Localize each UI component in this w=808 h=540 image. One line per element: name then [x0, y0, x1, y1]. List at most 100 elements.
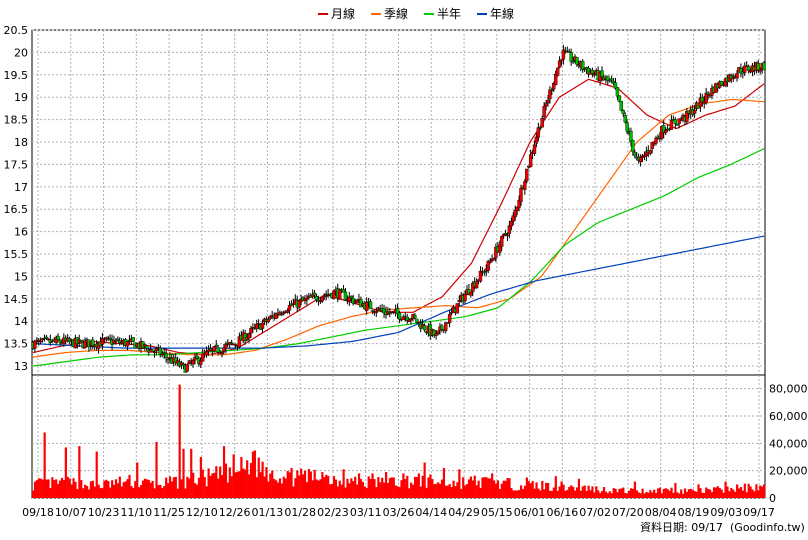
volume-bar-215: [446, 485, 449, 498]
candle-body-253: [519, 187, 523, 202]
x-tick-15: 06/01: [514, 506, 546, 519]
volume-bar-309: [628, 490, 631, 498]
volume-bar-94: [213, 472, 216, 498]
volume-bar-189: [396, 486, 399, 498]
volume-bar-302: [614, 488, 617, 498]
candle-body-156: [332, 290, 336, 299]
volume-bar-260: [533, 488, 536, 498]
candle-body-178: [374, 311, 379, 314]
volume-bar-117: [257, 457, 260, 498]
x-tick-1: 10/07: [55, 506, 87, 519]
candle-body-274: [559, 59, 564, 62]
volume-bar-216: [448, 484, 451, 498]
volume-bar-234: [483, 477, 486, 498]
candle-body-246: [505, 234, 510, 237]
volume-bar-287: [585, 491, 588, 498]
volume-bar-119: [261, 461, 264, 498]
candle-body-226: [467, 289, 471, 295]
volume-bar-4: [39, 478, 42, 498]
candle-body-199: [415, 318, 419, 323]
volume-bar-133: [288, 472, 291, 498]
candle-body-176: [370, 310, 375, 312]
volume-bar-26: [82, 488, 85, 498]
volume-bar-370: [745, 492, 748, 498]
volume-bar-31: [91, 480, 94, 498]
candle-body-285: [581, 61, 585, 70]
volume-bar-225: [465, 484, 469, 498]
volume-bar-238: [491, 473, 494, 498]
volume-bar-40: [109, 487, 112, 498]
candle-body-43: [114, 340, 118, 343]
x-tick-2: 10/23: [88, 506, 120, 519]
volume-bar-55: [138, 487, 141, 498]
volume-bar-118: [259, 472, 262, 498]
volume-bar-316: [641, 488, 644, 498]
price-tick-14: 20: [14, 46, 28, 59]
volume-bar-207: [431, 479, 434, 498]
candle-body-268: [548, 89, 552, 100]
volume-bar-177: [373, 479, 376, 498]
volume-bar-90: [205, 486, 208, 498]
candle-body-323: [654, 137, 658, 144]
volume-bar-360: [726, 486, 729, 498]
volume-bar-353: [712, 487, 716, 498]
candle-body-13: [56, 335, 60, 340]
candle-body-334: [675, 124, 679, 126]
volume-bar-176: [371, 473, 374, 498]
candle-body-279: [569, 52, 573, 62]
volume-bar-267: [546, 482, 550, 498]
volume-bar-106: [236, 471, 239, 498]
volume-bar-301: [612, 488, 615, 498]
volume-bar-122: [267, 481, 270, 498]
price-tick-0: 13: [14, 360, 28, 373]
price-tick-8: 17: [14, 181, 28, 194]
volume-bar-202: [421, 475, 424, 498]
volume-bar-6: [43, 432, 46, 498]
volume-bar-280: [572, 486, 575, 498]
volume-bar-317: [643, 493, 646, 498]
volume-bar-8: [47, 479, 50, 498]
volume-bar-35: [99, 487, 102, 498]
volume-bar-233: [481, 477, 484, 498]
volume-bar-357: [720, 489, 723, 498]
volume-bar-305: [620, 488, 623, 498]
volume-bar-43: [114, 479, 118, 498]
volume-bar-153: [327, 475, 330, 498]
volume-bar-120: [263, 476, 266, 498]
candle-body-248: [509, 221, 514, 227]
volume-bar-255: [523, 485, 527, 498]
volume-bar-335: [678, 493, 681, 498]
candle-body-266: [544, 103, 548, 107]
volume-bar-337: [682, 493, 685, 498]
volume-bar-166: [352, 481, 355, 498]
volume-bar-80: [186, 476, 189, 498]
candle-body-159: [337, 289, 342, 300]
volume-bar-307: [624, 493, 627, 498]
volume-bar-268: [548, 490, 552, 498]
volume-bar-278: [568, 486, 571, 498]
volume-bar-261: [535, 482, 538, 498]
volume-bar-262: [537, 488, 540, 498]
volume-bar-150: [321, 472, 324, 498]
volume-bar-239: [492, 480, 496, 498]
price-tick-5: 15.5: [4, 248, 29, 261]
candle-body-308: [625, 122, 629, 132]
volume-bar-1: [33, 481, 37, 498]
candle-body-267: [546, 99, 550, 104]
volume-bar-290: [591, 486, 594, 498]
candle-body-261: [534, 136, 539, 144]
ma-year-line: [32, 235, 765, 349]
candle-body-25: [79, 340, 83, 342]
volume-bar-144: [309, 471, 312, 498]
volume-bar-378: [761, 486, 764, 498]
volume-bar-226: [467, 479, 471, 498]
volume-bar-141: [303, 470, 307, 498]
volume-bar-277: [566, 489, 569, 498]
candle-body-203: [422, 325, 427, 331]
candle-body-245: [503, 232, 508, 235]
x-tick-9: 02/23: [317, 506, 349, 519]
candle-body-7: [44, 336, 49, 339]
volume-bar-91: [207, 468, 210, 498]
volume-bar-64: [155, 441, 158, 498]
volume-bar-338: [683, 488, 687, 498]
